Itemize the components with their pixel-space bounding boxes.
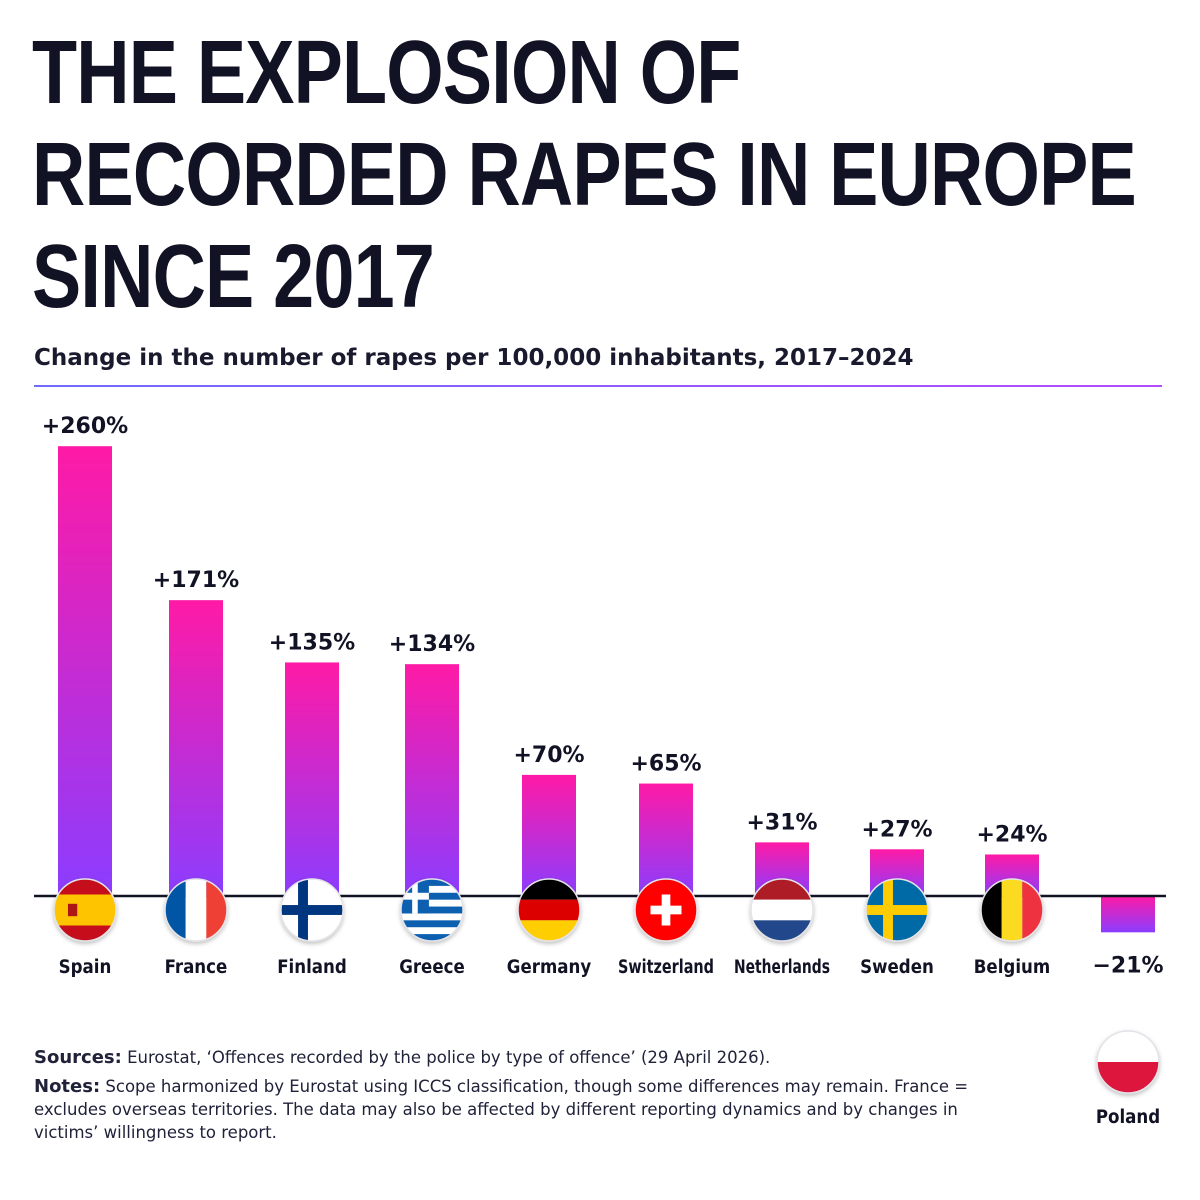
sources-line: Sources: Eurostat, ‘Offences recorded by… xyxy=(34,1046,1014,1069)
flag-france-icon xyxy=(164,878,228,942)
value-label-switzerland: +65% xyxy=(630,752,701,777)
value-label-belgium: +24% xyxy=(976,822,1047,847)
value-label-germany: +70% xyxy=(513,743,584,768)
flags-layer xyxy=(53,878,1160,1094)
category-label-switzerland: Switzerland xyxy=(618,957,714,978)
value-label-greece: +134% xyxy=(389,632,475,657)
flag-netherlands-icon xyxy=(750,878,814,942)
category-label-finland: Finland xyxy=(277,957,347,978)
notes-text: Scope harmonized by Eurostat using ICCS … xyxy=(34,1077,969,1142)
bar-poland xyxy=(1101,896,1155,933)
category-label-belgium: Belgium xyxy=(974,957,1050,978)
value-label-poland: −21% xyxy=(1092,953,1163,978)
bar-germany xyxy=(522,774,576,896)
category-label-netherlands: Netherlands xyxy=(734,957,830,978)
bar-switzerland xyxy=(639,783,693,896)
flag-switzerland-icon xyxy=(634,878,698,942)
bar-france xyxy=(169,600,223,896)
flag-poland-icon xyxy=(1096,1030,1160,1094)
flag-spain-icon xyxy=(53,878,117,942)
category-label-sweden: Sweden xyxy=(860,957,934,978)
labels-layer: +260% Spain +171% France +135% Finland +134% Gr… xyxy=(42,414,1164,1128)
flag-germany-icon xyxy=(517,878,581,942)
bar-greece xyxy=(405,664,459,896)
bar-finland xyxy=(285,662,339,896)
value-label-france: +171% xyxy=(153,568,239,593)
category-label-greece: Greece xyxy=(399,957,465,978)
category-label-spain: Spain xyxy=(59,957,112,978)
value-label-spain: +260% xyxy=(42,414,128,439)
notes-label: Notes: xyxy=(34,1076,101,1097)
category-label-france: France xyxy=(165,957,228,978)
flag-finland-icon xyxy=(280,878,344,942)
flag-sweden-icon xyxy=(865,878,929,942)
notes-line: Notes: Scope harmonized by Eurostat usin… xyxy=(34,1075,1014,1144)
bars-layer xyxy=(58,446,1155,933)
page-title: THE EXPLOSION OF RECORDED RAPES IN EUROP… xyxy=(32,22,1137,328)
sources-label: Sources: xyxy=(34,1047,122,1068)
title-line-3: SINCE 2017 xyxy=(32,227,435,327)
chart-subtitle: Change in the number of rapes per 100,00… xyxy=(34,345,914,371)
value-label-sweden: +27% xyxy=(861,817,932,842)
subtitle-divider xyxy=(34,385,1162,387)
value-label-netherlands: +31% xyxy=(746,810,817,835)
flag-belgium-icon xyxy=(980,878,1044,942)
category-label-poland: Poland xyxy=(1096,1107,1160,1128)
bar-spain xyxy=(58,446,112,896)
sources-text: Eurostat, ‘Offences recorded by the poli… xyxy=(127,1048,771,1067)
flag-greece-icon xyxy=(400,878,464,942)
title-line-2: RECORDED RAPES IN EUROPE xyxy=(32,125,1137,225)
footer-notes: Sources: Eurostat, ‘Offences recorded by… xyxy=(34,1046,1014,1144)
category-label-germany: Germany xyxy=(507,957,592,978)
value-label-finland: +135% xyxy=(269,630,355,655)
title-line-1: THE EXPLOSION OF xyxy=(32,23,741,123)
